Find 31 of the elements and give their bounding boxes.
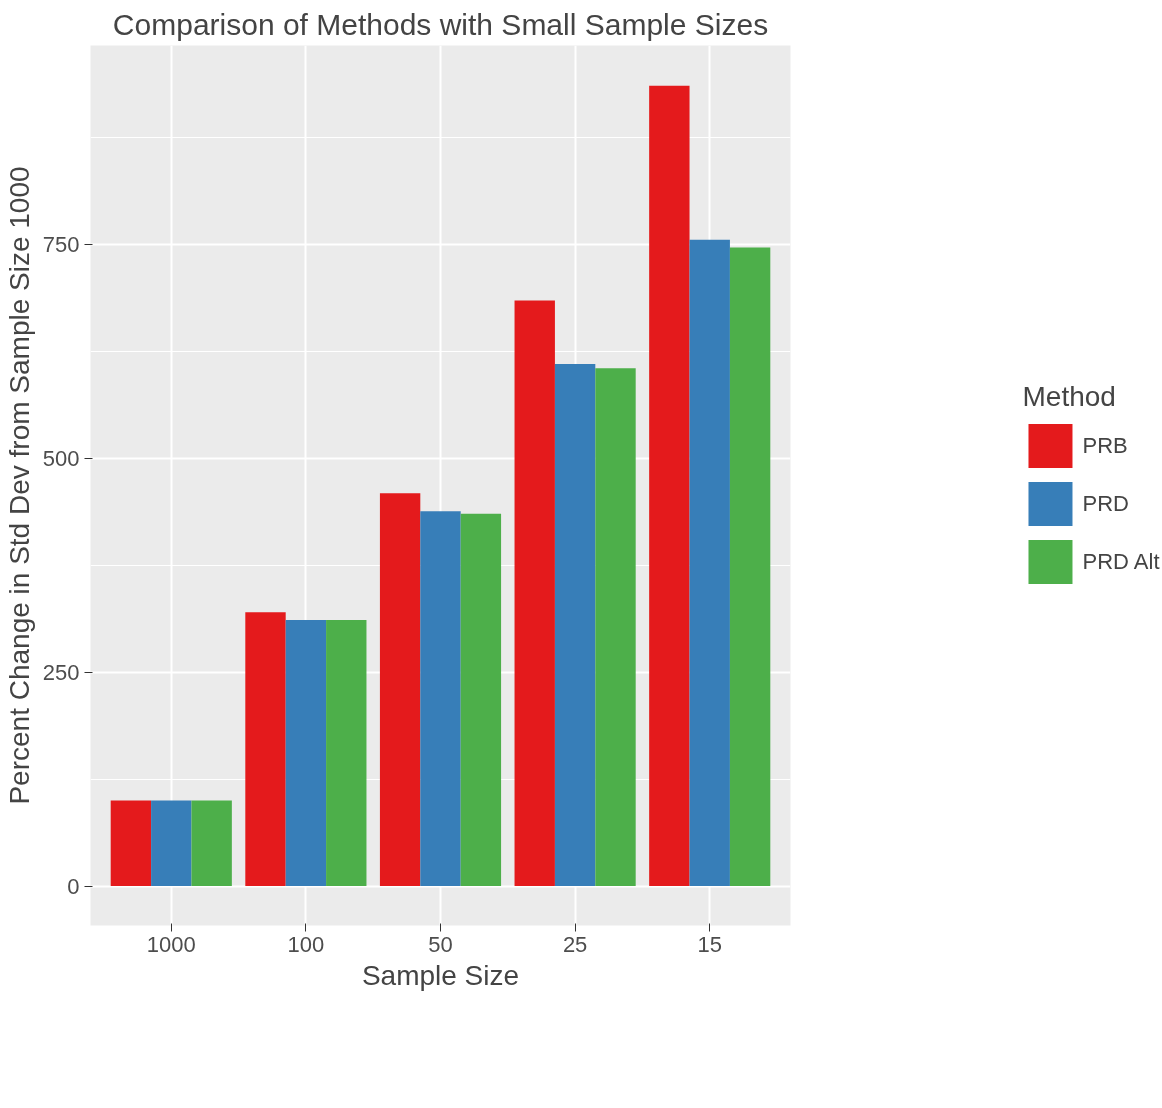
x-tick-label: 1000	[146, 931, 196, 957]
bar	[326, 619, 367, 887]
chart-title: Comparison of Methods with Small Sample Sizes	[112, 7, 769, 41]
y-axis-title: Percent Change in Std Dev from Sample Size 1000	[3, 166, 35, 805]
legend-label: PRB	[1082, 432, 1128, 459]
bar	[191, 800, 232, 887]
bar	[245, 612, 286, 887]
x-axis-title: Sample Size	[361, 959, 520, 991]
bar	[595, 368, 636, 887]
y-tick-label: 0	[67, 873, 80, 899]
legend-label: PRD Alt	[1082, 548, 1160, 575]
bar	[110, 800, 152, 887]
bar	[514, 300, 555, 887]
y-tick-label: 750	[42, 231, 80, 257]
bar	[379, 493, 421, 887]
bar	[151, 800, 192, 887]
bar	[649, 85, 690, 887]
bar	[554, 363, 596, 887]
bar	[689, 239, 730, 887]
x-tick-label: 25	[562, 931, 588, 957]
bar	[460, 513, 502, 887]
bar	[729, 247, 771, 887]
x-tick-label: 100	[287, 931, 325, 957]
y-tick-label: 500	[42, 445, 80, 471]
legend-label: PRD	[1082, 490, 1129, 517]
legend-title: Method	[1022, 381, 1117, 413]
y-tick-label: 250	[42, 659, 80, 685]
bar	[420, 511, 461, 887]
x-tick-label: 15	[697, 931, 722, 957]
x-tick-label: 50	[428, 931, 453, 957]
bar	[285, 619, 327, 887]
